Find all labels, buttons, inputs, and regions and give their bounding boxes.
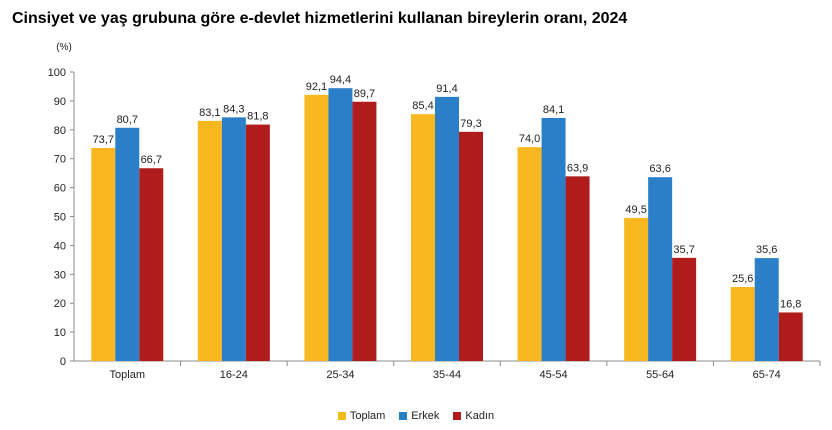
y-tick-label: 70 <box>54 154 66 166</box>
bar-toplam <box>197 120 222 361</box>
data-label: 49,5 <box>625 204 646 216</box>
bar-toplam <box>91 148 116 361</box>
data-label: 84,3 <box>223 103 244 115</box>
y-tick-label: 90 <box>54 96 66 108</box>
x-tick-label: Toplam <box>110 369 145 381</box>
bar-kadın <box>672 257 697 361</box>
data-label: 83,1 <box>199 107 220 119</box>
data-label: 81,8 <box>247 111 268 123</box>
data-label: 91,4 <box>436 83 457 95</box>
bar-toplam <box>304 94 329 362</box>
bar-kadın <box>139 168 164 361</box>
legend-label-erkek: Erkek <box>411 410 440 422</box>
bar-kadın <box>565 176 590 361</box>
data-label: 63,6 <box>649 163 670 175</box>
legend-label-toplam: Toplam <box>349 410 386 422</box>
y-tick-label: 0 <box>60 356 66 368</box>
x-tick-label: 45-54 <box>540 369 568 381</box>
x-tick-label: 55-64 <box>646 369 674 381</box>
bar-erkek <box>541 117 566 362</box>
bar-toplam <box>411 114 435 361</box>
data-label: 73,7 <box>93 134 114 146</box>
bar-erkek <box>115 127 140 361</box>
data-label: 66,7 <box>141 154 162 166</box>
y-tick-label: 50 <box>54 212 66 224</box>
chart-title: Cinsiyet ve yaş grubuna göre e-devlet hi… <box>12 10 628 27</box>
y-tick-label: 20 <box>54 298 66 310</box>
y-axis-unit-label: (%) <box>56 42 72 53</box>
bar-erkek <box>435 96 459 361</box>
data-label: 16,8 <box>780 298 801 310</box>
data-label: 63,9 <box>567 162 588 174</box>
bar-erkek <box>754 258 779 361</box>
data-label: 35,7 <box>673 244 694 256</box>
y-tick-label: 10 <box>54 327 66 339</box>
x-tick-label: 16-24 <box>220 369 248 381</box>
bar-erkek <box>328 88 353 362</box>
bar-kadın <box>459 131 483 361</box>
y-tick-label: 80 <box>54 125 66 137</box>
data-label: 35,6 <box>756 244 777 256</box>
legend: Toplam Erkek Kadın <box>0 410 832 422</box>
legend-label-kadin: Kadın <box>465 410 495 422</box>
data-label: 84,1 <box>543 104 564 116</box>
data-label: 25,6 <box>732 273 753 285</box>
legend-item-erkek: Erkek <box>399 410 439 422</box>
y-tick-label: 60 <box>54 183 66 195</box>
y-tick-label: 40 <box>54 240 66 252</box>
bar-kadın <box>245 124 270 362</box>
data-label: 74,0 <box>519 133 540 145</box>
legend-swatch-toplam <box>337 412 346 420</box>
bar-toplam <box>517 147 542 361</box>
data-label: 80,7 <box>117 114 138 126</box>
data-label: 89,7 <box>354 88 375 100</box>
legend-item-kadin: Kadın <box>453 410 494 422</box>
x-tick-label: 25-34 <box>326 369 354 381</box>
bar-kadın <box>778 312 803 361</box>
bar-erkek <box>221 117 246 361</box>
bar-kadın <box>352 101 377 361</box>
x-tick-label: 35-44 <box>433 369 461 381</box>
y-tick-label: 100 <box>48 67 66 79</box>
data-label: 79,3 <box>460 118 481 130</box>
legend-swatch-erkek <box>399 412 408 420</box>
bar-toplam <box>624 217 649 361</box>
y-tick-label: 30 <box>54 269 66 281</box>
legend-swatch-kadin <box>453 412 462 420</box>
data-label: 85,4 <box>412 100 433 112</box>
bar-erkek <box>648 177 673 361</box>
legend-item-toplam: Toplam <box>337 410 386 422</box>
bar-toplam <box>730 287 755 361</box>
data-label: 94,4 <box>330 74 351 86</box>
x-tick-label: 65-74 <box>753 369 781 381</box>
data-label: 92,1 <box>306 81 327 93</box>
